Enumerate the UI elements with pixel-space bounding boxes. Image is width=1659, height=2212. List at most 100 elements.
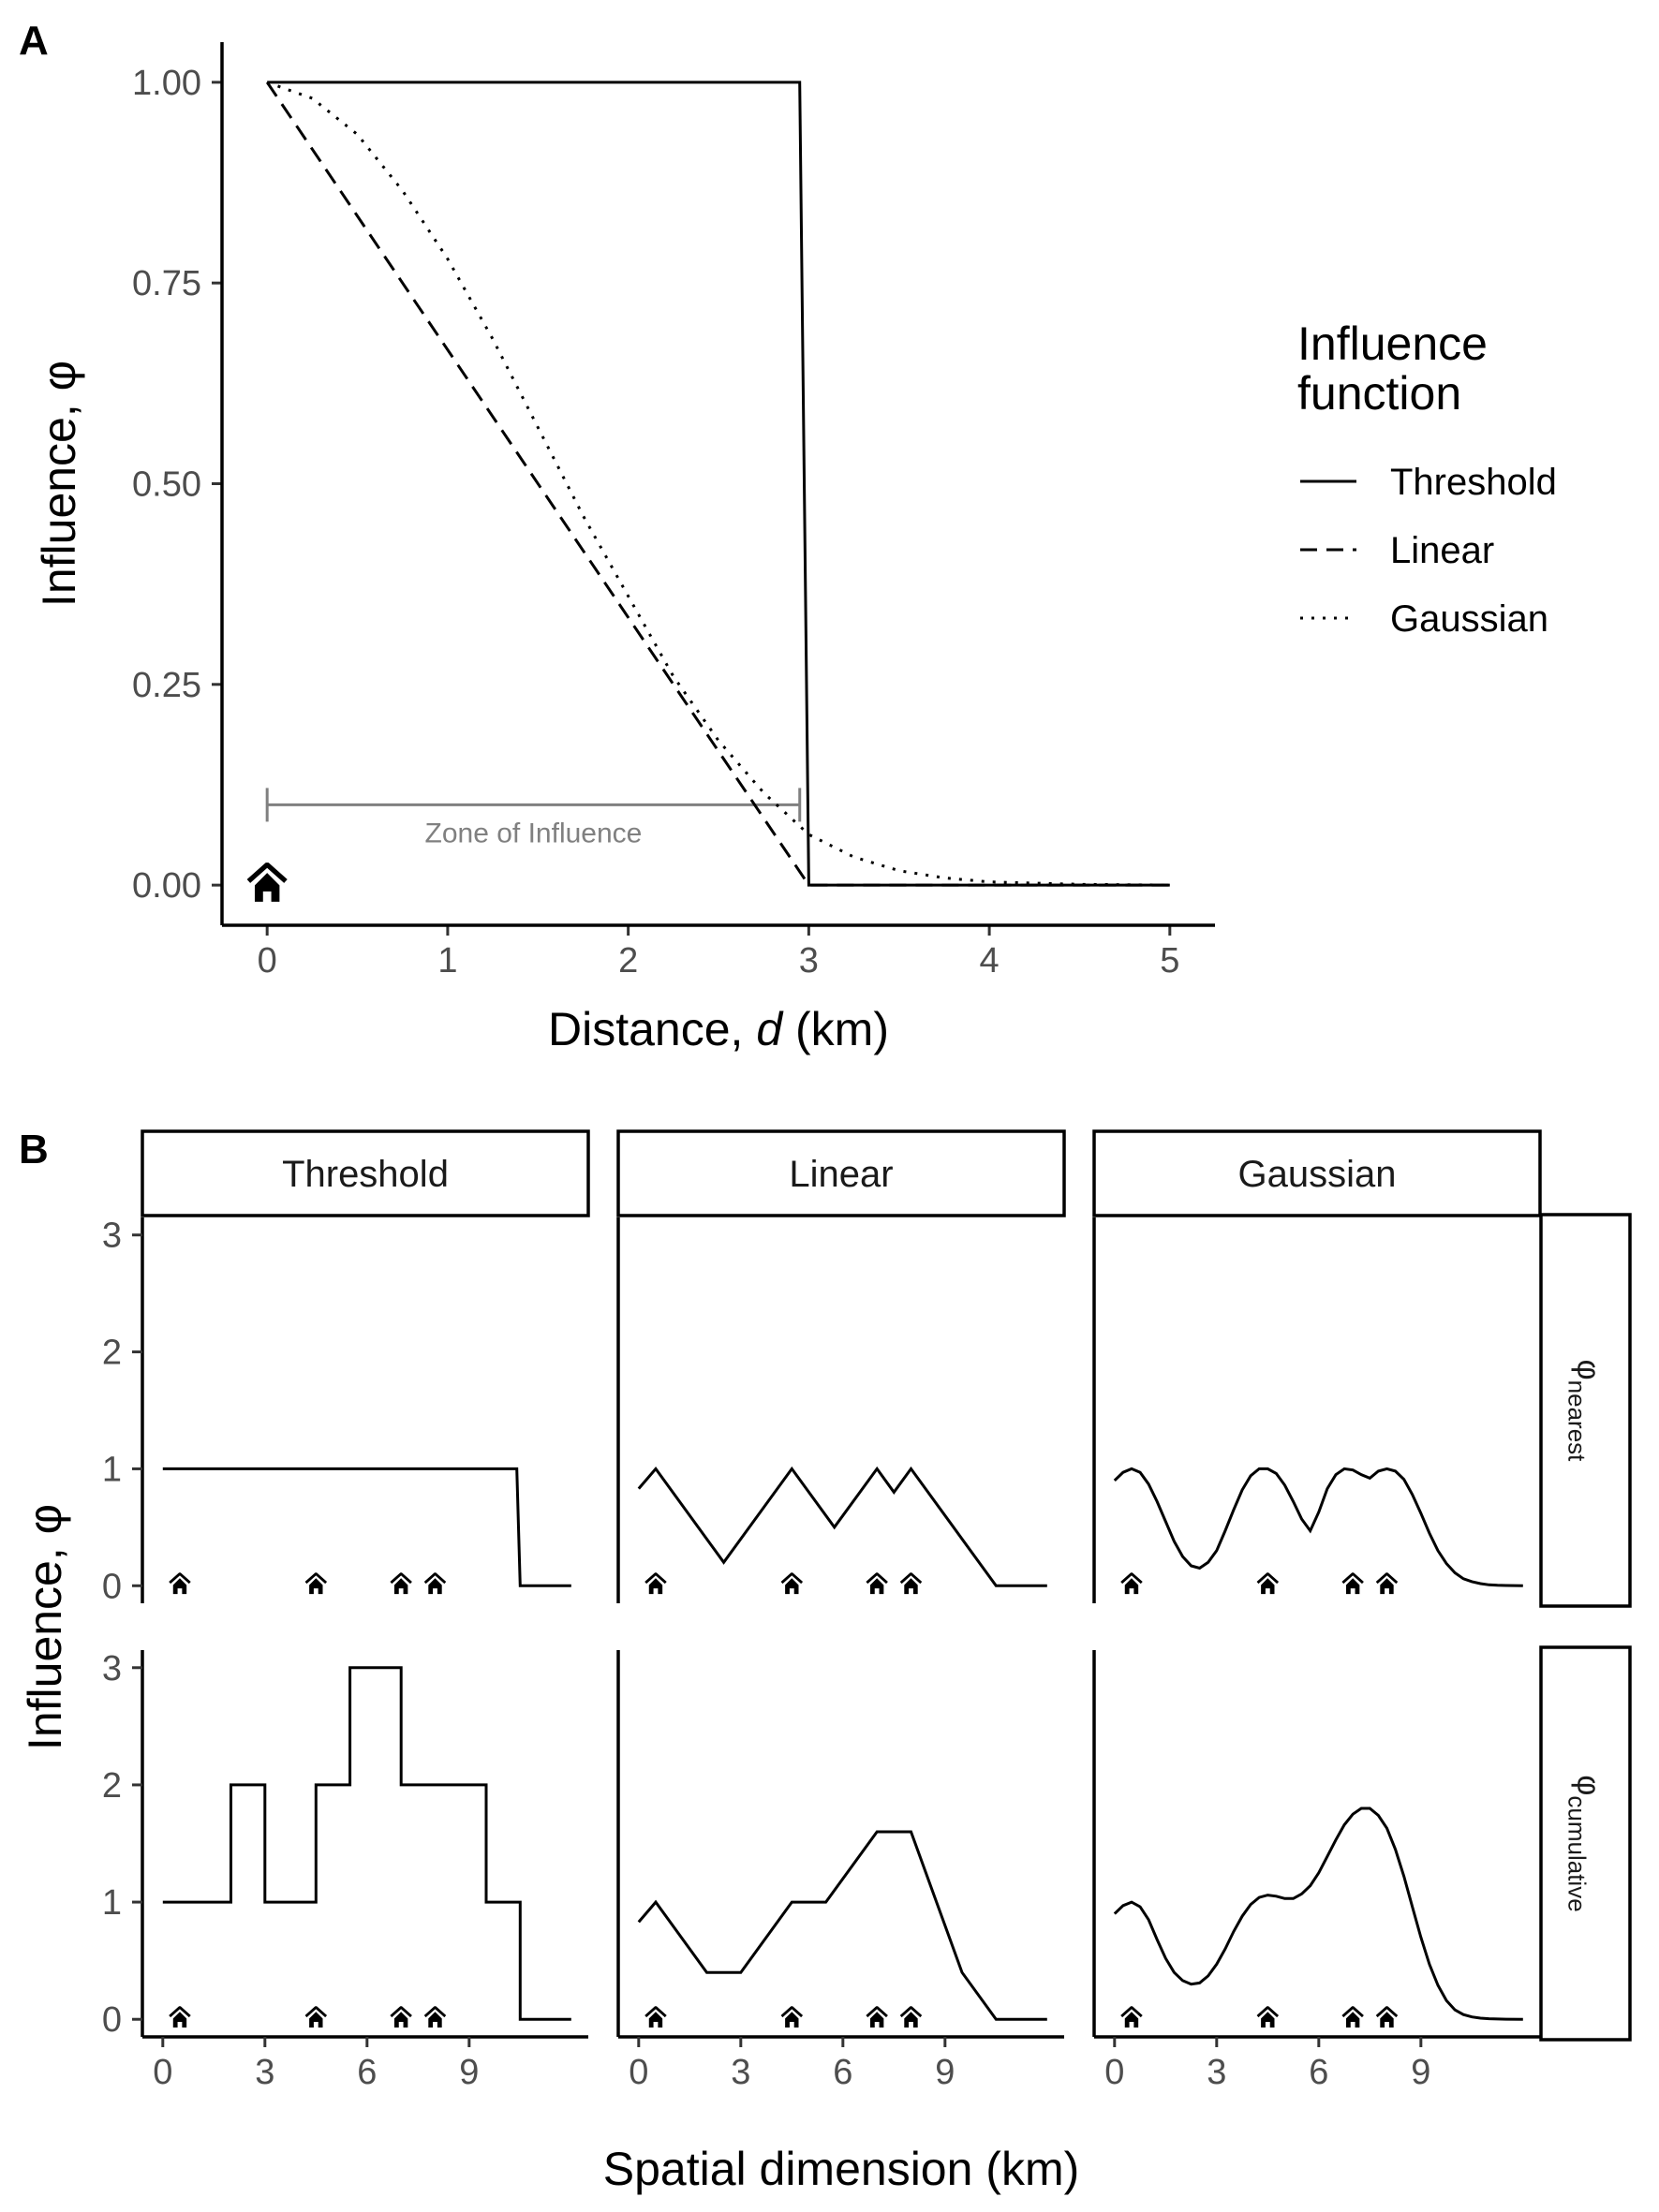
y-tick-label: 0 bbox=[102, 1567, 122, 1606]
panel-b-y-axis-label: Influence, φ bbox=[19, 1504, 71, 1750]
house-icon bbox=[780, 1572, 804, 1596]
y-tick-label: 0.50 bbox=[132, 465, 201, 505]
y-tick-label: 1.00 bbox=[132, 64, 201, 103]
house-icon bbox=[780, 2006, 804, 2029]
house-icon bbox=[866, 2006, 889, 2029]
x-tick-label: 3 bbox=[799, 941, 819, 981]
series-line-threshold bbox=[162, 1467, 571, 1587]
legend: Influence function Threshold Linear Gaussi… bbox=[1297, 317, 1557, 640]
facet-strip-linear bbox=[616, 1129, 1066, 1217]
panel-a-chart: 0.00 0.25 0.50 0.75 1.00 0 1 2 3 4 5 Zone of Infl… bbox=[33, 42, 1215, 1055]
house-icon bbox=[168, 1572, 191, 1596]
legend-label-linear: Linear bbox=[1390, 530, 1494, 571]
facet-strip-nearest bbox=[1539, 1213, 1632, 1608]
house-icon bbox=[168, 2006, 191, 2029]
x-tick-label: 2 bbox=[618, 941, 638, 981]
panel-b-x-axis-label: Spatial dimension (km) bbox=[603, 2143, 1080, 2195]
y-tick-label: 1 bbox=[102, 1883, 122, 1923]
y-tick-label: 0 bbox=[102, 2000, 122, 2040]
x-label-part-italic: d bbox=[756, 1003, 784, 1055]
facet-panel-linear-nearest bbox=[616, 1217, 1047, 1603]
x-tick-label: 6 bbox=[833, 2053, 852, 2092]
panel-a-series bbox=[265, 81, 1170, 887]
house-icon bbox=[1119, 1572, 1143, 1596]
x-tick-label: 5 bbox=[1160, 941, 1179, 981]
series-line-linear bbox=[265, 81, 1170, 887]
legend-label-gaussian: Gaussian bbox=[1390, 598, 1548, 640]
house-icon bbox=[1341, 1572, 1365, 1596]
x-label-part-1: Distance, bbox=[548, 1003, 756, 1055]
row-label-subscript: cumulative bbox=[1563, 1795, 1592, 1911]
y-tick-label: 3 bbox=[102, 1649, 122, 1688]
facet-strip-cumulative bbox=[1539, 1645, 1632, 2042]
panel-label-a: A bbox=[19, 18, 49, 64]
legend-title-line-2: function bbox=[1297, 367, 1461, 420]
house-icon bbox=[304, 1572, 328, 1596]
row-label-symbol: φ bbox=[1571, 1775, 1607, 1795]
house-icon bbox=[1256, 1572, 1280, 1596]
series-line-gaussian bbox=[1113, 1806, 1523, 2021]
house-icon bbox=[423, 2006, 447, 2029]
y-tick-label: 0.00 bbox=[132, 866, 201, 906]
row-label-subscript: nearest bbox=[1563, 1380, 1592, 1462]
x-tick-label: 3 bbox=[1207, 2053, 1226, 2092]
house-icon bbox=[644, 1572, 667, 1596]
house-icon bbox=[899, 1572, 923, 1596]
series-line-linear bbox=[637, 1830, 1047, 2021]
y-tick-label: 0.75 bbox=[132, 264, 201, 303]
series-line-threshold bbox=[162, 1666, 571, 2021]
house-icon bbox=[1375, 1572, 1399, 1596]
house-icon bbox=[644, 2006, 667, 2029]
house-icon bbox=[866, 1572, 889, 1596]
series-line-gaussian bbox=[1113, 1467, 1523, 1587]
facet-strip-label: Gaussian bbox=[1238, 1154, 1397, 1195]
facet-panel-gaussian-nearest bbox=[1092, 1217, 1523, 1603]
facet-strip-gaussian bbox=[1092, 1129, 1542, 1217]
y-tick-label: 2 bbox=[102, 1334, 122, 1373]
facet-row-label: φcumulative bbox=[1563, 1775, 1607, 1911]
x-tick-label: 0 bbox=[258, 941, 277, 981]
legend-label-threshold: Threshold bbox=[1390, 462, 1557, 503]
x-tick-label: 0 bbox=[1104, 2053, 1124, 2092]
facet-panel-threshold-nearest: 0 1 2 3 bbox=[102, 1217, 571, 1606]
facet-strip-label: Linear bbox=[789, 1154, 893, 1195]
x-tick-label: 3 bbox=[255, 2053, 274, 2092]
legend-entries: Threshold Linear Gaussian bbox=[1300, 462, 1557, 640]
x-tick-label: 9 bbox=[1411, 2053, 1430, 2092]
x-tick-label: 6 bbox=[357, 2053, 377, 2092]
y-tick-label: 0.25 bbox=[132, 666, 201, 705]
y-tick-label: 2 bbox=[102, 1766, 122, 1806]
facet-strip-label: Threshold bbox=[282, 1154, 449, 1195]
x-tick-label: 0 bbox=[153, 2053, 172, 2092]
x-tick-label: 9 bbox=[935, 2053, 955, 2092]
y-tick-label: 1 bbox=[102, 1450, 122, 1489]
series-line-linear bbox=[637, 1466, 1047, 1587]
house-icon bbox=[1341, 2006, 1365, 2029]
legend-title-line-1: Influence bbox=[1297, 317, 1488, 370]
house-icon bbox=[248, 864, 286, 902]
facet-row-label: φnearest bbox=[1563, 1360, 1607, 1463]
x-tick-label: 3 bbox=[731, 2053, 750, 2092]
facet-strip-threshold bbox=[141, 1129, 590, 1217]
x-tick-label: 0 bbox=[629, 2053, 648, 2092]
panel-a-x-axis-label: Distance, d (km) bbox=[548, 1003, 889, 1055]
series-line-gaussian bbox=[266, 81, 1170, 887]
panel-a-x-ticks: 0 1 2 3 4 5 bbox=[258, 925, 1179, 981]
panel-a-y-ticks: 0.00 0.25 0.50 0.75 1.00 bbox=[132, 64, 222, 906]
house-icon bbox=[899, 2006, 923, 2029]
zone-of-influence-annotation: Zone of Influence bbox=[248, 788, 802, 902]
x-tick-label: 6 bbox=[1309, 2053, 1328, 2092]
x-tick-label: 1 bbox=[437, 941, 457, 981]
facet-panel-gaussian-cumulative: 0 3 6 9 bbox=[1092, 1650, 1540, 2092]
x-tick-label: 4 bbox=[980, 941, 1000, 981]
house-icon bbox=[1119, 2006, 1143, 2029]
y-tick-label: 3 bbox=[102, 1217, 122, 1256]
x-label-part-3: (km) bbox=[782, 1003, 889, 1055]
facet-panel-threshold-cumulative: 0 3 6 9 0 1 2 3 bbox=[102, 1649, 588, 2092]
facet-panel-linear-cumulative: 0 3 6 9 bbox=[616, 1650, 1064, 2092]
house-icon bbox=[390, 2006, 413, 2029]
house-icon bbox=[1256, 2006, 1280, 2029]
house-icon bbox=[304, 2006, 328, 2029]
row-label-symbol: φ bbox=[1571, 1360, 1607, 1380]
